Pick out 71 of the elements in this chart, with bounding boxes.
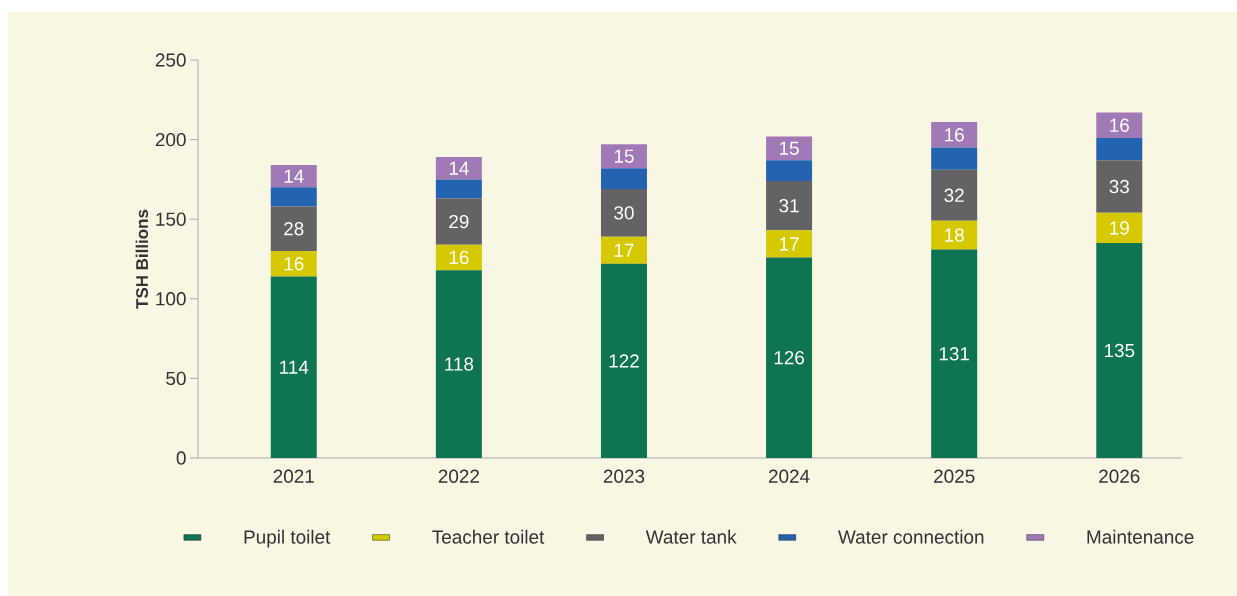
bar <box>600 168 647 189</box>
bar <box>766 230 813 258</box>
bar <box>766 180 813 231</box>
bar <box>931 147 978 170</box>
data-label: 16 <box>284 257 304 271</box>
data-label: 15 <box>779 141 799 155</box>
bar <box>931 249 978 458</box>
bar <box>1096 112 1143 138</box>
bar <box>931 169 978 221</box>
x-tick-label: 2023 <box>603 469 645 483</box>
data-label: 30 <box>614 206 634 220</box>
data-label: 15 <box>614 149 634 163</box>
bar <box>435 198 482 245</box>
bar <box>766 136 813 161</box>
y-tick-label: 150 <box>156 212 186 226</box>
data-label: 29 <box>449 214 469 229</box>
bar <box>600 236 647 264</box>
bar <box>435 270 482 458</box>
bar <box>931 122 978 148</box>
data-label: 19 <box>1110 221 1129 235</box>
bar <box>435 244 482 271</box>
bar <box>1096 243 1143 458</box>
x-tick-label: 2025 <box>934 469 975 483</box>
bar <box>270 276 317 458</box>
data-label: 17 <box>779 237 799 251</box>
bar <box>766 160 813 181</box>
data-label: 32 <box>944 188 964 203</box>
x-tick-label: 2022 <box>438 469 479 483</box>
bar <box>600 144 647 169</box>
bar <box>435 179 482 199</box>
data-label: 14 <box>449 161 469 175</box>
data-label: 135 <box>1104 343 1135 358</box>
data-label: 16 <box>945 128 964 142</box>
bar <box>270 165 317 188</box>
data-label: 14 <box>284 169 304 183</box>
bar <box>766 257 813 458</box>
legend-label: Maintenance <box>1087 529 1194 544</box>
bar <box>270 187 317 207</box>
y-tick-label: 50 <box>166 371 186 386</box>
data-label: 126 <box>774 351 805 365</box>
y-axis-title: TSH Billions <box>135 209 149 309</box>
legend-label: Water connection <box>838 529 984 544</box>
bar <box>600 188 647 237</box>
data-label: 16 <box>449 250 469 265</box>
data-label: 118 <box>445 357 474 371</box>
data-label: 28 <box>284 222 304 236</box>
y-tick-label: 200 <box>155 132 186 147</box>
bar <box>270 251 317 277</box>
data-label: 33 <box>1109 179 1129 194</box>
y-tick-label: 0 <box>176 451 186 465</box>
bar <box>1096 212 1143 244</box>
bar <box>270 206 317 252</box>
data-label: 31 <box>779 198 799 213</box>
x-tick-label: 2026 <box>1099 469 1140 483</box>
data-label: 131 <box>939 347 970 361</box>
bar <box>1096 138 1143 161</box>
data-label: 122 <box>609 354 639 368</box>
x-tick-label: 2021 <box>273 469 314 483</box>
y-tick-label: 100 <box>156 292 186 306</box>
x-tick-label: 2024 <box>768 469 810 483</box>
data-label: 16 <box>1110 118 1129 132</box>
data-label: 114 <box>280 360 309 374</box>
legend-label: Teacher toilet <box>432 529 545 544</box>
data-label: 18 <box>945 228 964 242</box>
bar <box>600 263 647 458</box>
legend-label: Pupil toilet <box>244 529 331 548</box>
legend-label: Water tank <box>645 529 737 544</box>
data-label: 17 <box>614 243 634 257</box>
y-tick-label: 250 <box>155 53 186 67</box>
bar <box>1096 160 1143 213</box>
bar <box>931 220 978 250</box>
